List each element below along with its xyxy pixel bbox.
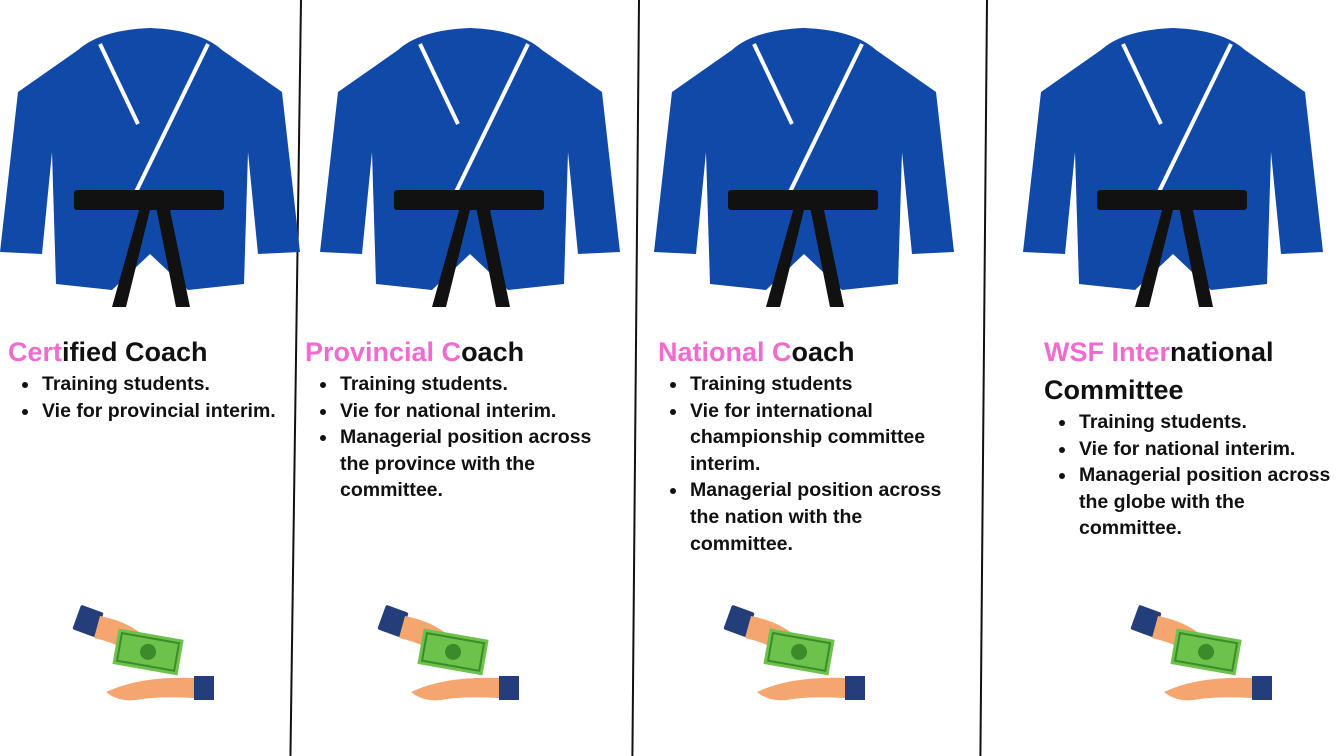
martial-arts-gi-icon <box>1023 22 1323 307</box>
title-highlight: Provincial C <box>305 337 462 367</box>
title-line2: Committee <box>1044 375 1184 405</box>
cash-payment-icon <box>721 598 871 710</box>
title-rest: oach <box>791 337 855 367</box>
coach-level-national: National Coach Training students Vie for… <box>641 0 985 756</box>
title-rest: ified Coach <box>62 337 208 367</box>
level-title: Provincial Coach <box>305 333 524 371</box>
cash-payment-icon <box>1128 598 1278 710</box>
committee-level-international: WSF International Committee Training stu… <box>989 0 1344 756</box>
duties-list: Training students. Vie for provincial in… <box>14 371 320 424</box>
coach-level-provincial: Provincial Coach Training students. Vie … <box>303 0 637 756</box>
duty-item: Training students. <box>40 371 320 398</box>
duty-item: Vie for provincial interim. <box>40 398 320 425</box>
title-rest: national <box>1170 337 1274 367</box>
duty-item: Training students. <box>338 371 608 398</box>
title-rest: oach <box>461 337 525 367</box>
duty-item: Managerial position across the globe wit… <box>1077 462 1344 542</box>
duty-item: Vie for national interim. <box>1077 436 1344 463</box>
duties-list: Training students Vie for international … <box>662 371 968 557</box>
duty-item: Managerial position across the nation wi… <box>688 477 968 557</box>
duty-item: Vie for international championship commi… <box>688 398 968 478</box>
duty-item: Training students <box>688 371 968 398</box>
cash-payment-icon <box>375 598 525 710</box>
duty-item: Managerial position across the province … <box>338 424 608 504</box>
level-title: Certified Coach <box>8 333 208 371</box>
level-title: National Coach <box>658 333 855 371</box>
coach-level-certified: Certified Coach Training students. Vie f… <box>0 0 300 756</box>
title-highlight: Cert <box>8 337 63 367</box>
title-highlight: WSF Inter <box>1044 337 1170 367</box>
duties-list: Training students. Vie for national inte… <box>312 371 608 504</box>
martial-arts-gi-icon <box>654 22 954 307</box>
duty-item: Training students. <box>1077 409 1344 436</box>
martial-arts-gi-icon <box>320 22 620 307</box>
title-highlight: National C <box>658 337 792 367</box>
cash-payment-icon <box>70 598 220 710</box>
level-title: WSF International Committee <box>1044 333 1274 409</box>
martial-arts-gi-icon <box>0 22 300 307</box>
duties-list: Training students. Vie for national inte… <box>1051 409 1344 542</box>
duty-item: Vie for national interim. <box>338 398 608 425</box>
